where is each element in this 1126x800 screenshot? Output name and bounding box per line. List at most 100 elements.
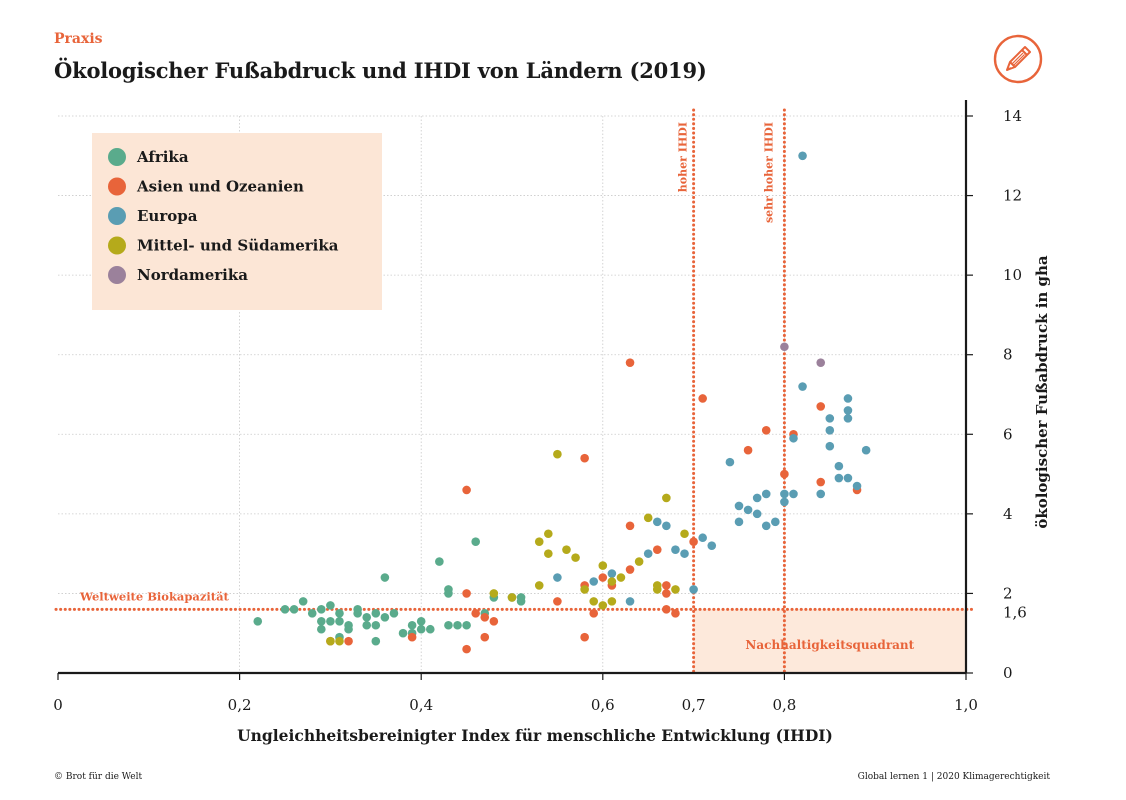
data-point (834, 461, 844, 471)
data-point (634, 557, 644, 566)
x-tick-label: 0 (53, 696, 63, 714)
data-point (553, 573, 562, 582)
data-point (598, 573, 608, 582)
legend-label: Nordamerika (137, 266, 248, 284)
data-point (625, 358, 635, 367)
data-point (616, 573, 626, 582)
data-point (643, 513, 653, 523)
data-point (317, 605, 326, 614)
data-point (671, 609, 680, 618)
data-point (326, 616, 335, 626)
data-point (689, 585, 698, 594)
data-point (789, 433, 798, 443)
data-point (534, 581, 544, 590)
data-point (444, 620, 453, 630)
x-tick-label: 0,4 (409, 696, 433, 714)
data-point (416, 624, 426, 634)
data-point (253, 616, 263, 626)
data-point (643, 549, 653, 558)
data-point (761, 521, 771, 531)
data-point (326, 636, 335, 646)
y-tick-label: 10 (1003, 266, 1022, 284)
data-point (489, 589, 499, 598)
data-point (507, 593, 517, 602)
legend-label: Asien und Ozeanien (136, 178, 304, 196)
data-point (344, 624, 353, 634)
legend-box (92, 133, 382, 310)
data-point (544, 529, 553, 539)
data-point (743, 445, 753, 455)
data-point (371, 636, 381, 646)
very-high-ihdi-label: sehr hoher IHDI (762, 122, 775, 223)
data-point (671, 545, 680, 554)
y-tick-label: 0 (1003, 664, 1013, 682)
data-point (816, 358, 826, 367)
legend-label: Mittel- und Südamerika (137, 237, 339, 255)
data-point (752, 509, 762, 519)
data-point (671, 585, 680, 594)
data-point (280, 605, 290, 614)
data-point (362, 613, 372, 622)
data-point (307, 609, 317, 618)
data-point (652, 545, 662, 554)
data-point (780, 497, 789, 507)
x-tick-label: 0,6 (591, 696, 615, 714)
data-point (707, 541, 717, 550)
data-point (680, 549, 689, 558)
data-point (580, 632, 589, 642)
data-point (407, 620, 417, 630)
data-point (798, 382, 807, 391)
data-point (771, 517, 780, 527)
y-tick-label: 8 (1003, 346, 1013, 364)
data-point (425, 624, 435, 634)
data-point (607, 569, 617, 578)
data-point (652, 517, 662, 527)
data-point (625, 597, 635, 606)
data-point (471, 537, 480, 547)
data-point (553, 597, 562, 606)
legend-marker (108, 236, 126, 255)
data-point (589, 609, 599, 618)
data-point (571, 553, 580, 562)
x-tick-label: 1,0 (954, 696, 978, 714)
data-point (371, 620, 381, 630)
data-point (580, 585, 589, 594)
data-point (589, 597, 599, 606)
quadrant-label: Nachhaltigkeitsquadrant (745, 638, 914, 652)
data-point (462, 485, 471, 495)
biocapacity-label: Weltweite Biokapazität (79, 589, 230, 603)
data-point (480, 613, 490, 622)
data-point (435, 557, 444, 566)
data-point (516, 593, 526, 602)
data-point (317, 624, 326, 634)
data-point (534, 537, 544, 547)
x-tick-label: 0,7 (682, 696, 706, 714)
data-point (416, 616, 426, 626)
y-tick-label: 4 (1003, 505, 1013, 523)
data-point (843, 414, 853, 423)
data-point (798, 151, 807, 161)
footer-copyright: © Brot für die Welt (54, 772, 143, 782)
data-point (843, 394, 853, 403)
data-point (780, 469, 789, 479)
data-point (752, 493, 762, 503)
data-point (698, 394, 707, 403)
x-tick-label: 0,8 (772, 696, 796, 714)
data-point (407, 632, 417, 642)
data-point (553, 449, 562, 459)
data-point (589, 577, 599, 586)
data-point (689, 537, 698, 547)
data-point (825, 414, 835, 423)
data-point (780, 342, 789, 352)
data-point (444, 589, 453, 598)
data-point (734, 517, 744, 527)
data-point (652, 581, 662, 590)
data-point (662, 589, 671, 598)
data-point (662, 581, 671, 590)
data-point (607, 577, 617, 586)
data-point (389, 609, 399, 618)
data-point (580, 453, 589, 463)
data-point (816, 477, 826, 487)
data-point (598, 601, 608, 610)
